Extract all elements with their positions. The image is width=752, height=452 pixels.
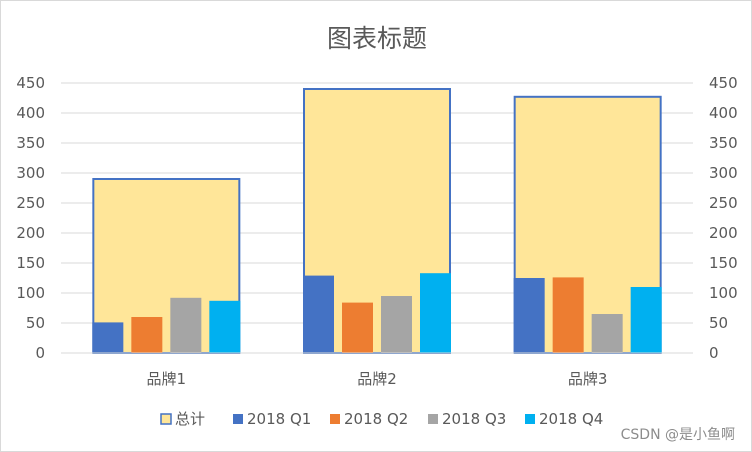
bar-2018-q4 (209, 300, 241, 353)
y-tick-label-right: 250 (709, 194, 738, 212)
legend-label: 总计 (175, 410, 205, 428)
y-tick-label-right: 100 (709, 284, 738, 302)
bar-2018-q3 (591, 314, 623, 353)
bar-2018-q1 (92, 322, 124, 353)
y-tick-label-left: 150 (16, 254, 45, 272)
y-tick-label-right: 50 (709, 314, 728, 332)
y-tick-label-right: 350 (709, 134, 738, 152)
y-tick-label-left: 50 (26, 314, 45, 332)
legend-swatch (233, 414, 243, 424)
y-tick-label-left: 0 (35, 344, 45, 362)
legend-swatch (428, 414, 438, 424)
legend-swatch (160, 413, 172, 425)
bar-2018-q2 (552, 277, 584, 353)
y-tick-label-right: 150 (709, 254, 738, 272)
y-tick-label-left: 250 (16, 194, 45, 212)
legend-swatch (525, 414, 535, 424)
watermark: CSDN @是小鱼啊 (620, 427, 735, 443)
chart-title: 图表标题 (326, 24, 427, 53)
y-tick-label-right: 450 (709, 74, 738, 92)
bar-2018-q3 (170, 297, 202, 353)
y-tick-label-left: 200 (16, 224, 45, 242)
bar-2018-q3 (381, 296, 412, 353)
y-tick-label-left: 450 (16, 74, 45, 92)
legend-label: 2018 Q3 (442, 410, 506, 428)
y-tick-label-right: 400 (709, 104, 738, 122)
legend-label: 2018 Q4 (539, 410, 603, 428)
bar-2018-q4 (420, 273, 451, 353)
y-tick-label-left: 100 (16, 284, 45, 302)
bar-2018-q2 (131, 317, 163, 353)
y-tick-label-right: 0 (709, 344, 719, 362)
x-tick-label: 品牌3 (568, 370, 608, 388)
y-tick-label-left: 350 (16, 134, 45, 152)
legend-label: 2018 Q2 (344, 410, 408, 428)
y-tick-label-right: 200 (709, 224, 738, 242)
bar-2018-q1 (513, 278, 545, 353)
legend-swatch (330, 414, 340, 424)
bar-2018-q1 (303, 275, 334, 353)
x-tick-label: 品牌2 (357, 370, 397, 388)
y-tick-label-left: 400 (16, 104, 45, 122)
x-tick-label: 品牌1 (147, 370, 187, 388)
y-tick-label-right: 300 (709, 164, 738, 182)
y-tick-label-left: 300 (16, 164, 45, 182)
bar-2018-q4 (630, 287, 662, 353)
bar-2018-q2 (342, 302, 373, 353)
legend-label: 2018 Q1 (247, 410, 311, 428)
